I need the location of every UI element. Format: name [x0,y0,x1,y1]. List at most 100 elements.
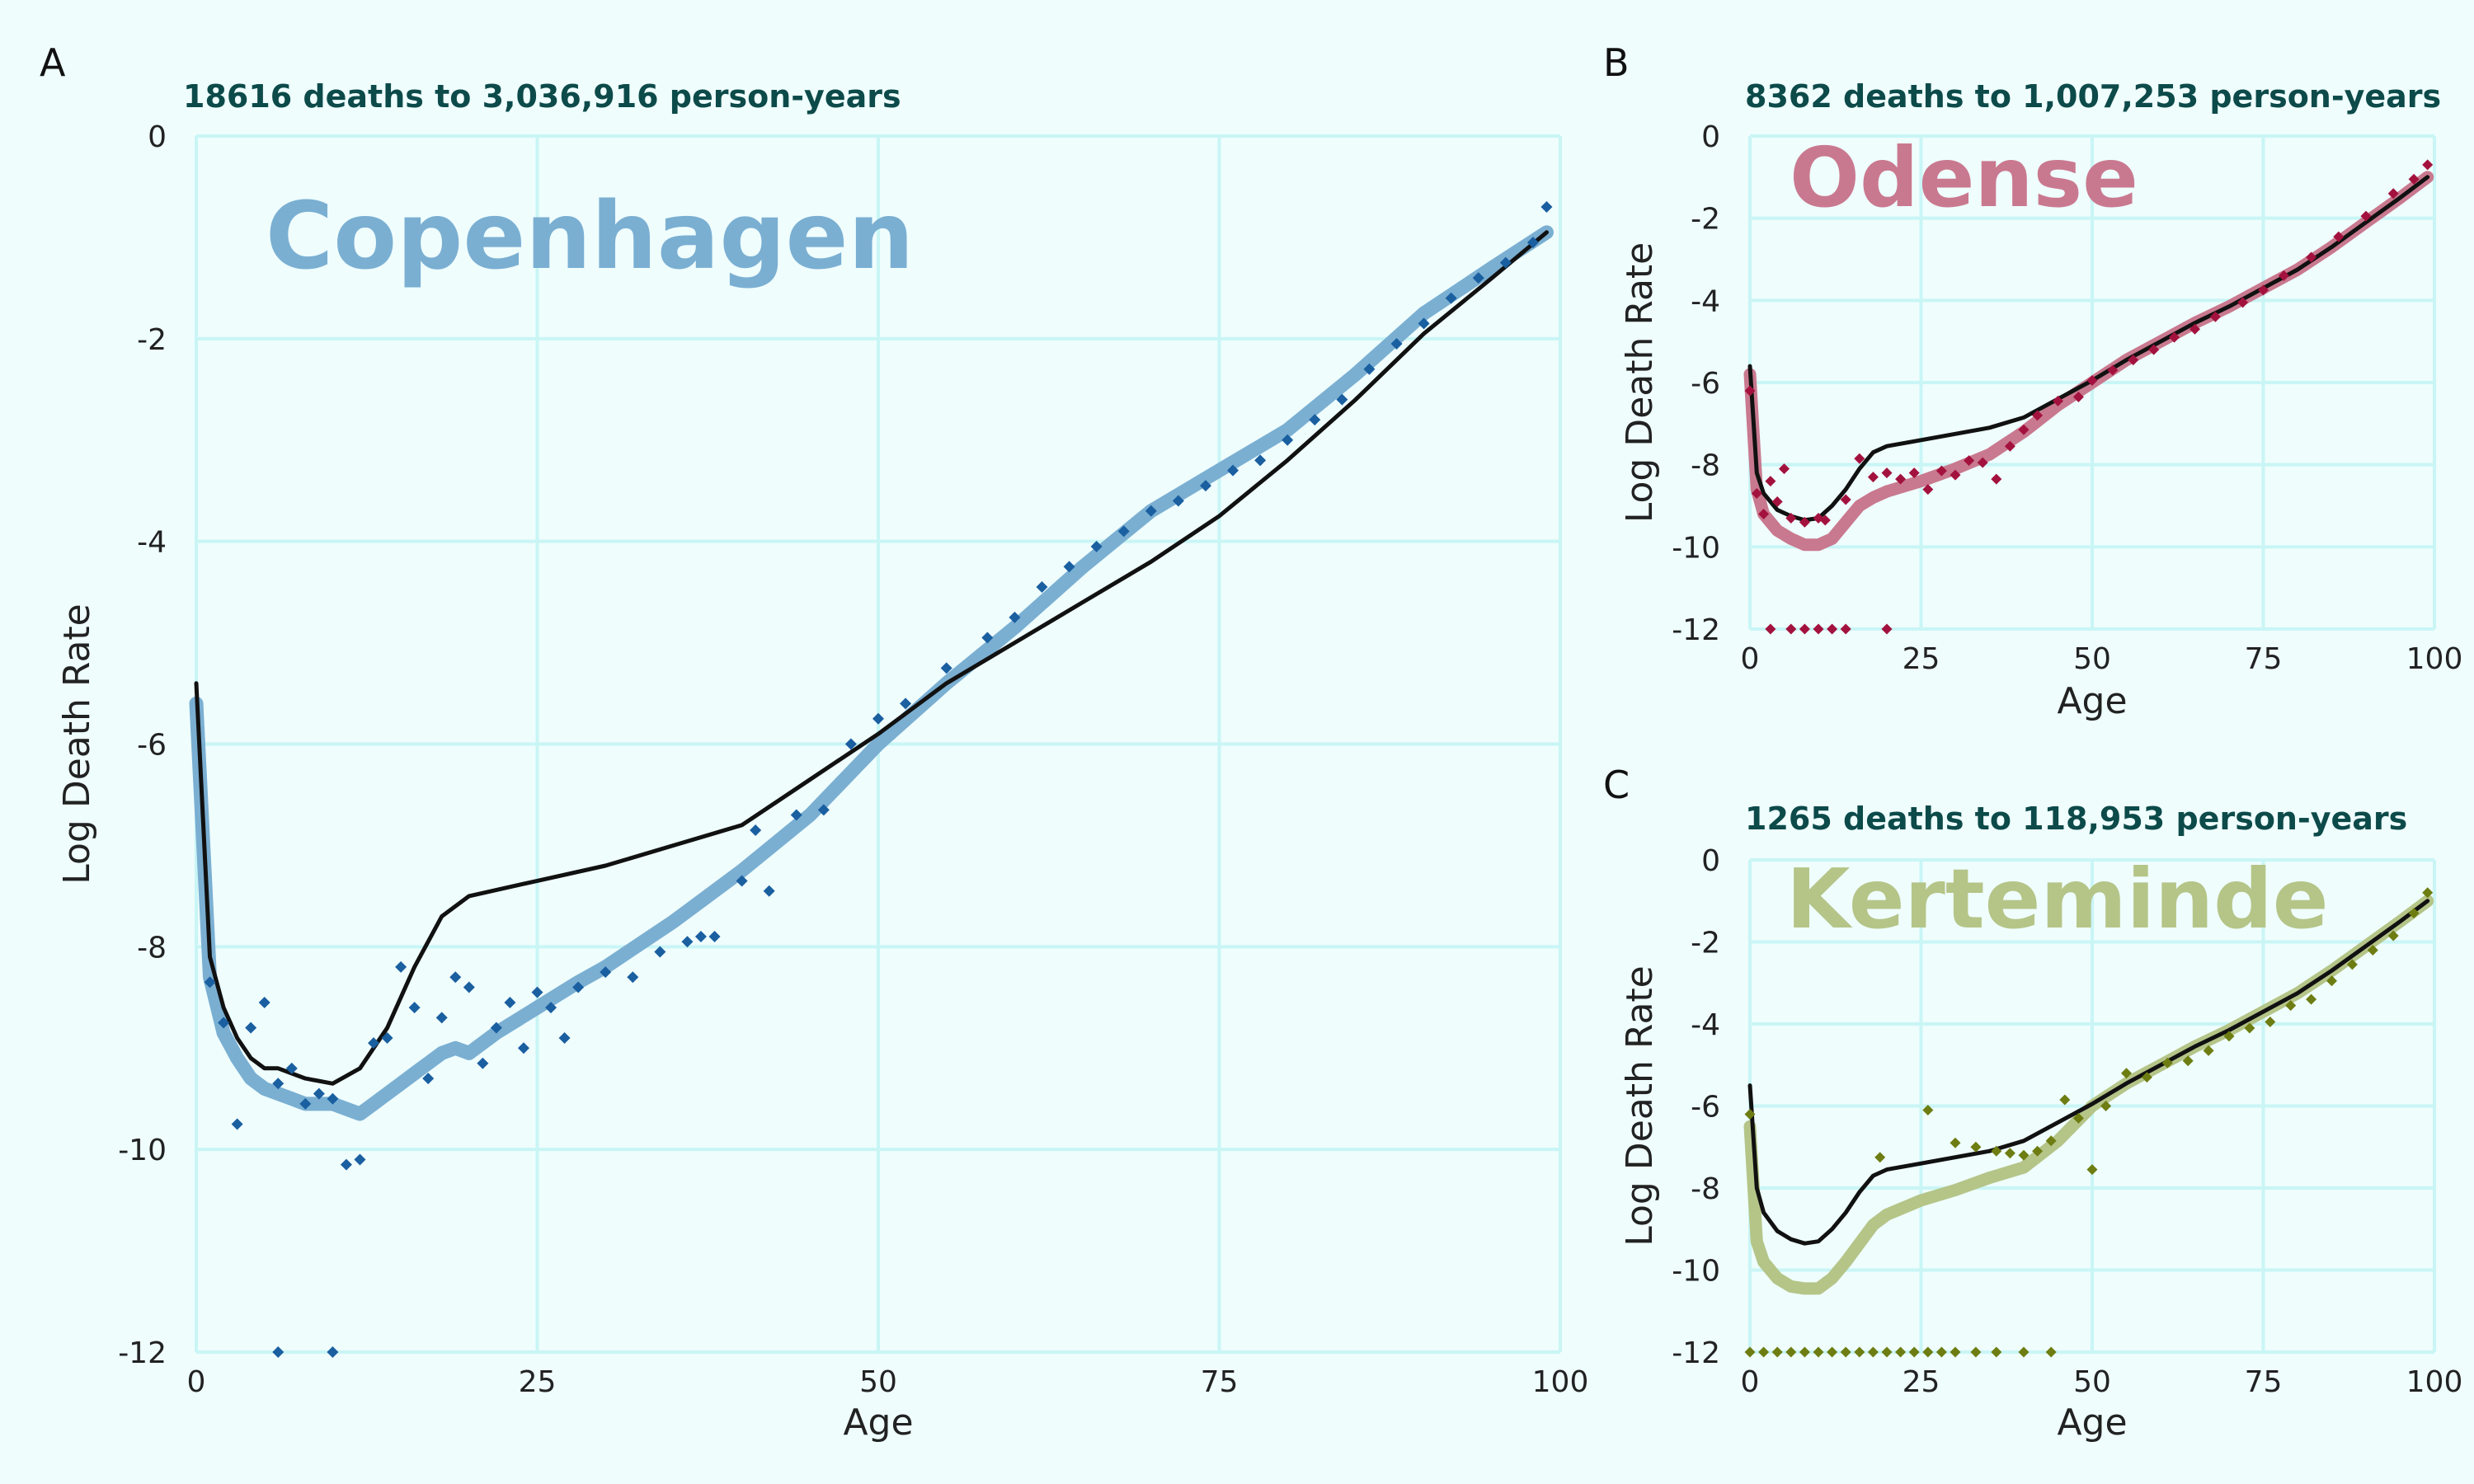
observed-rate-point [1765,623,1776,635]
observed-rate-point [1950,1137,1961,1148]
panel-b-odense: 0 25 50 75 100 0 -2 -4 -6 -8 -10 -12 Age Log Death Ra… [1603,40,2462,722]
observed-rate-point [2387,188,2399,200]
observed-rate-point [694,931,707,943]
observed-rate-point [1813,1346,1824,1358]
observed-rate-point [218,1017,230,1029]
observed-rate-point [1867,472,1879,483]
observed-rate-point [408,1002,421,1014]
observed-rate-point [940,662,952,674]
observed-rate-point [2032,1145,2044,1157]
observed-rate-point [627,971,639,984]
y-tick-label: 0 [148,120,167,154]
observed-rate-point [1758,508,1770,519]
observed-rate-point [1009,611,1021,623]
observed-rate-point [817,804,830,816]
x-tick-label: 100 [1532,1365,1589,1399]
reference-rate-line [1747,899,2430,1246]
observed-rate-point [2045,1346,2057,1358]
x-tick-label: 25 [519,1365,557,1399]
observed-rate-point [1744,1346,1756,1358]
observed-rate-point [1540,201,1553,214]
observed-rate-point [1771,1346,1783,1358]
observed-rate-point [2209,311,2221,322]
observed-rate-point [2018,1346,2030,1358]
observed-rate-point [2059,1094,2071,1106]
y-tick-label: -10 [1672,1255,1720,1289]
observed-rate-point [1758,1346,1770,1358]
observed-rate-point [545,1002,557,1014]
y-tick-label: -4 [1691,284,1720,318]
observed-rate-point [1036,580,1048,593]
observed-rate-point [1840,494,1851,505]
observed-rate-point [204,976,216,989]
observed-rate-point [2360,210,2372,222]
observed-rate-point [1935,1346,1947,1358]
observed-rate-point [2053,395,2063,406]
panel-subtitle: 18616 deaths to 3,036,916 person-years [183,78,901,115]
observed-rate-point [1867,1346,1879,1358]
x-tick-label: 75 [2245,1365,2283,1399]
observed-rate-point [504,996,516,1008]
smoothed-rate-line [189,225,1554,1121]
observed-rate-point [1227,464,1239,477]
observed-rate-point [1282,434,1294,446]
observed-rate-point [299,1097,312,1110]
observed-rate-point [2387,930,2399,942]
observed-rate-point [1799,516,1810,528]
x-tick-label: 0 [187,1365,206,1399]
observed-rate-point [1881,467,1893,479]
x-tick-label: 50 [2073,642,2111,676]
y-tick-label: -2 [1691,203,1720,237]
x-axis-title: Age [2057,680,2127,722]
observed-rate-point [1117,525,1130,538]
observed-rate-point [2189,323,2200,335]
y-tick-label: -6 [1691,367,1720,401]
observed-rate-point [708,931,721,943]
observed-rate-point [2203,1045,2214,1056]
x-axis-title: Age [2057,1402,2127,1444]
observed-rate-point [1922,1346,1934,1358]
observed-rate-point [231,1118,243,1130]
y-tick-label: 0 [1701,844,1720,878]
observed-rate-point [1744,385,1756,397]
x-tick-label: 50 [2073,1365,2111,1399]
observed-rate-point [327,1092,339,1105]
observed-rate-point [340,1158,352,1171]
observed-rate-point [2086,1164,2098,1176]
observed-rate-point [258,996,270,1008]
observed-rate-point [422,1073,435,1085]
observed-rate-point [245,1021,257,1034]
observed-rate-point [1751,488,1762,500]
observed-rate-point [1063,561,1075,573]
observed-rate-point [1991,1145,2002,1157]
observed-rate-point [2121,1068,2132,1079]
observed-rate-point [1854,1346,1865,1358]
reference-rate-line [1747,175,2430,523]
observed-rate-point [1991,1346,2002,1358]
observed-rate-point [600,966,612,979]
observed-rate-point [1840,623,1851,635]
observed-rate-point [1172,495,1184,507]
observed-rate-point [1799,1346,1810,1358]
observed-rate-point [1771,496,1783,508]
observed-rate-point [1363,363,1376,375]
x-axis-title: Age [843,1402,913,1444]
observed-rate-point [2169,331,2180,343]
y-tick-label: -2 [1691,927,1720,960]
observed-rate-point [750,824,762,836]
observed-rate-point [844,738,857,750]
observed-rate-point [2422,159,2434,171]
observed-rate-point [2004,440,2015,452]
observed-rate-point [2237,297,2249,308]
observed-rate-point [1874,1152,1886,1163]
observed-rate-point [531,986,543,998]
observed-rate-point [2086,375,2098,387]
observed-rate-point [1145,505,1157,517]
y-tick-label: -12 [1672,613,1720,647]
observed-rate-point [900,697,912,710]
observed-rate-point [763,885,775,897]
observed-rate-point [395,960,407,973]
observed-rate-point [2422,887,2434,899]
